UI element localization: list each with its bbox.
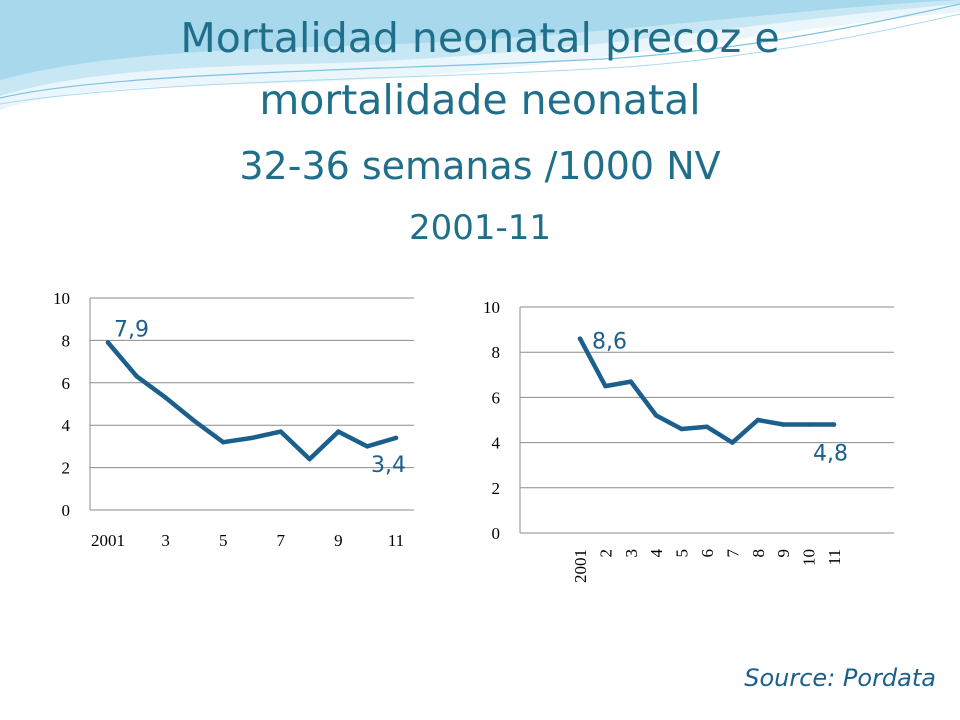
x-tick-label: 3 [622, 549, 641, 558]
data-point [393, 435, 399, 441]
y-tick-label: 4 [492, 434, 501, 453]
data-point [336, 429, 341, 434]
x-tick-label: 5 [673, 549, 692, 558]
title-line-1: Mortalidad neonatal precoz e [180, 14, 780, 62]
y-tick-label: 0 [62, 501, 71, 520]
data-point [831, 422, 837, 427]
data-point [654, 413, 659, 418]
y-tick-label: 6 [492, 388, 501, 407]
x-tick-label: 11 [825, 549, 844, 565]
y-tick-label: 10 [53, 289, 70, 308]
data-point [781, 422, 786, 427]
y-tick-label: 8 [492, 343, 501, 362]
x-tick-label: 6 [698, 549, 717, 558]
data-point [249, 435, 255, 441]
x-tick-label: 9 [334, 531, 343, 550]
background-swoosh [0, 0, 960, 110]
title-line-4: 2001-11 [408, 208, 552, 248]
data-point [730, 440, 735, 445]
x-tick-label: 2 [596, 549, 615, 558]
x-tick-label: 7 [277, 531, 286, 550]
x-tick-label: 5 [219, 531, 228, 550]
y-tick-label: 10 [483, 298, 500, 317]
x-tick-label: 9 [774, 549, 793, 558]
data-point [704, 424, 710, 429]
data-point [365, 444, 370, 449]
x-tick-label: 4 [647, 549, 666, 558]
data-point [134, 374, 139, 379]
data-point [679, 426, 684, 432]
data-label: 4,8 [813, 442, 848, 467]
x-tick-label: 3 [161, 531, 170, 550]
x-tick-label: 11 [388, 531, 404, 550]
x-tick-label: 10 [800, 549, 819, 566]
title-line-3: 32-36 semanas /1000 NV [239, 144, 721, 188]
data-point [806, 422, 811, 427]
data-point [278, 429, 283, 434]
x-tick-label: 2001 [91, 531, 125, 550]
y-tick-label: 4 [62, 416, 71, 435]
x-tick-label: 7 [723, 549, 742, 558]
data-point [192, 418, 197, 424]
data-point [603, 383, 608, 389]
data-point [163, 395, 168, 400]
y-tick-label: 6 [62, 374, 71, 393]
title-line-2: mortalidade neonatal [259, 76, 701, 124]
y-tick-label: 2 [62, 459, 71, 478]
data-point [755, 417, 760, 423]
data-label: 3,4 [371, 453, 406, 478]
chart-early-neonatal: 0 2 4 6 8 10 2001 3 5 7 9 11 7,9 3,4 [53, 289, 414, 550]
x-tick-label: 2001 [571, 549, 590, 583]
source-note: Source: Pordata [744, 664, 936, 692]
data-point [307, 456, 312, 462]
data-point [628, 379, 633, 384]
x-tick-label: 8 [749, 549, 768, 558]
y-tick-label: 8 [62, 331, 71, 350]
y-tick-label: 0 [492, 524, 501, 543]
data-point [105, 340, 111, 345]
data-point [221, 439, 226, 445]
data-label: 8,6 [592, 330, 627, 355]
data-label: 7,9 [114, 318, 149, 343]
y-tick-label: 2 [492, 479, 501, 498]
series-line [105, 340, 399, 462]
data-point [577, 336, 583, 341]
